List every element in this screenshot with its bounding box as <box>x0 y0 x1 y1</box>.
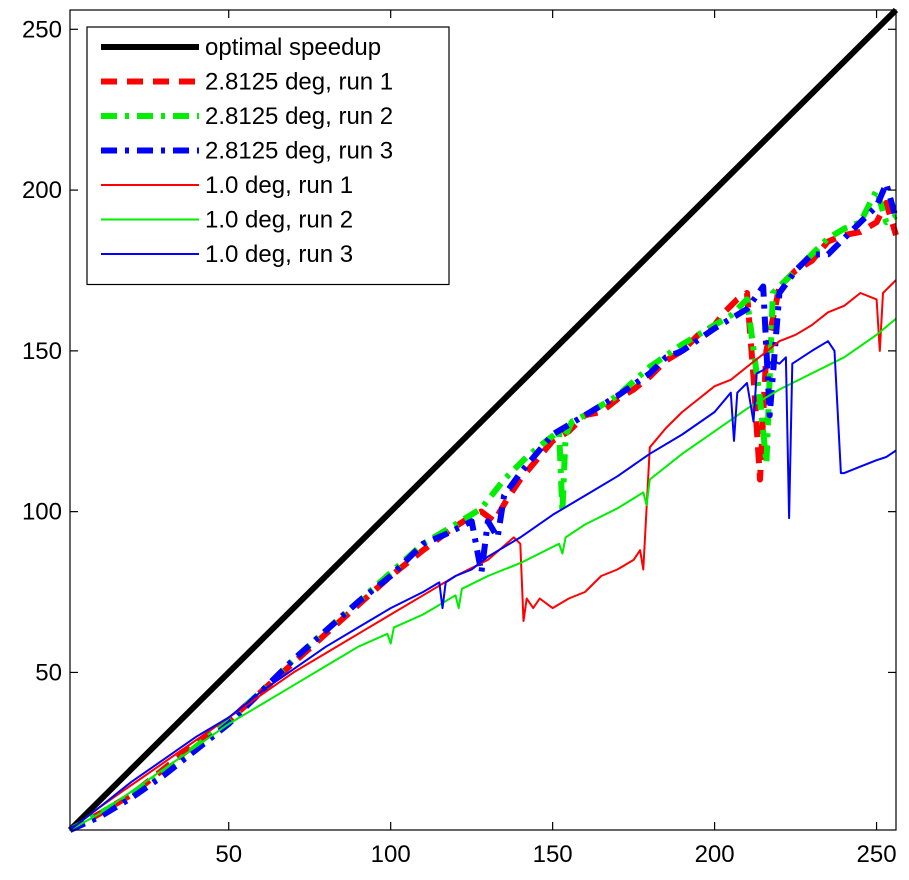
x-tick-label: 150 <box>533 841 573 868</box>
x-tick-label: 100 <box>371 841 411 868</box>
y-tick-label: 250 <box>22 16 62 43</box>
y-tick-label: 50 <box>35 659 62 686</box>
legend: optimal speedup 2.8125 deg, run 1 2.8125 d… <box>86 26 450 286</box>
series-line-4 <box>68 180 899 833</box>
series-line-5 <box>69 279 897 831</box>
series-line-1 <box>67 7 899 833</box>
axes-box <box>69 9 897 831</box>
series-layer <box>67 7 899 833</box>
series-line-6 <box>69 317 897 831</box>
x-tick-label: 250 <box>857 841 897 868</box>
y-tick-label: 150 <box>22 338 62 365</box>
y-tick-label: 200 <box>22 177 62 204</box>
legend-label: 2.8125 deg, run 1 <box>205 69 393 96</box>
y-tick-label: 100 <box>22 499 62 526</box>
legend-label: 1.0 deg, run 3 <box>205 241 353 268</box>
tick-layer: 50 100 150 200 250 50 100 150 200 250 <box>22 10 897 868</box>
series-line-7 <box>69 340 897 831</box>
legend-label: 1.0 deg, run 2 <box>205 207 353 234</box>
legend-label: optimal speedup <box>205 34 381 61</box>
x-tick-label: 50 <box>215 841 242 868</box>
legend-box <box>86 26 450 286</box>
legend-label: 2.8125 deg, run 3 <box>205 138 393 165</box>
x-tick-label: 200 <box>695 841 735 868</box>
legend-label: 1.0 deg, run 1 <box>205 172 353 199</box>
legend-label: 2.8125 deg, run 2 <box>205 103 393 130</box>
